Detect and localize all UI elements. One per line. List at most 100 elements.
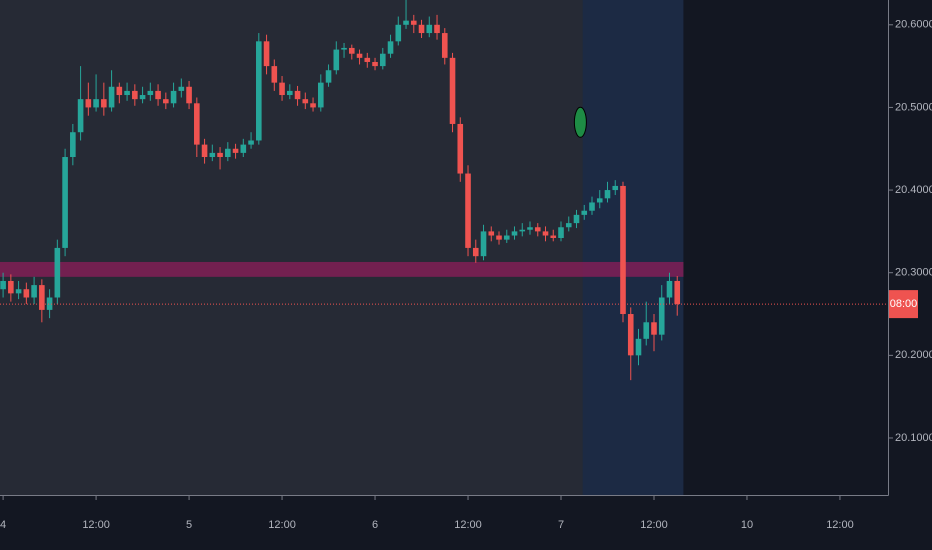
candle-body xyxy=(596,198,603,203)
candle-body xyxy=(674,280,681,305)
candle-body xyxy=(589,202,595,211)
candle-body xyxy=(356,53,363,58)
candle-body xyxy=(217,152,223,158)
candle-body xyxy=(194,103,200,145)
y-tick-label: 20.60000 xyxy=(895,19,932,31)
candle-body xyxy=(403,20,409,25)
candle-body xyxy=(225,148,231,158)
candle-body xyxy=(666,280,673,298)
candle-body xyxy=(201,144,208,158)
candle-body xyxy=(387,41,394,54)
candle-body xyxy=(279,82,285,96)
y-tick-label: 20.30000 xyxy=(895,267,932,279)
candle-body xyxy=(310,103,316,108)
candle-body xyxy=(441,33,448,58)
candle-body xyxy=(379,53,386,67)
candle-body xyxy=(15,289,22,294)
candle-body xyxy=(8,280,14,294)
candle-body xyxy=(565,223,572,228)
candle-body xyxy=(163,99,169,104)
session-highlight xyxy=(582,0,684,495)
candle-body xyxy=(511,231,518,236)
candle-body xyxy=(496,235,502,240)
candle-body xyxy=(108,86,115,108)
x-tick-label: 5 xyxy=(186,519,192,531)
candle-body xyxy=(132,90,138,100)
candle-body xyxy=(449,57,456,124)
x-tick-label: 12:00 xyxy=(640,519,668,531)
candle-body xyxy=(472,247,479,257)
candle-body xyxy=(240,144,247,153)
candle-body xyxy=(77,99,84,133)
candle-body xyxy=(410,20,417,25)
candle-body xyxy=(581,210,588,215)
x-tick-label: 10 xyxy=(741,519,753,531)
candle-body xyxy=(418,24,425,34)
candle-body xyxy=(302,99,309,104)
candle-body xyxy=(426,24,433,34)
candle-body xyxy=(620,185,626,315)
x-tick-label: 7 xyxy=(558,519,564,531)
candle-body xyxy=(488,231,495,236)
candle-body xyxy=(651,322,657,335)
price-zone xyxy=(0,261,684,277)
candle-body xyxy=(93,99,99,108)
candle-body xyxy=(23,289,30,298)
candle-body xyxy=(39,285,45,310)
candle-body xyxy=(333,49,340,71)
candle-body xyxy=(643,322,650,339)
y-tick-label: 20.20000 xyxy=(895,349,932,361)
candle-body xyxy=(116,86,123,96)
candle-body xyxy=(434,24,440,34)
candle-body xyxy=(465,173,471,248)
candle-body xyxy=(62,157,68,248)
candle-body xyxy=(178,86,185,91)
y-tick-label: 20.50000 xyxy=(895,101,932,113)
candle-body xyxy=(612,185,619,191)
candle-body xyxy=(256,41,262,141)
candle-body xyxy=(658,297,665,335)
current-price-label: 08:00 xyxy=(890,298,918,310)
candle-body xyxy=(372,61,378,67)
x-tick-label: 12:00 xyxy=(826,519,854,531)
candle-body xyxy=(0,280,6,290)
candle-body xyxy=(627,314,634,356)
x-tick-label: 4 xyxy=(0,519,6,531)
plot-area xyxy=(0,0,680,495)
x-tick-label: 12:00 xyxy=(268,519,296,531)
candle-body xyxy=(263,41,270,67)
candle-body xyxy=(139,95,146,100)
candle-body xyxy=(248,140,254,145)
candle-body xyxy=(534,227,541,232)
candle-body xyxy=(85,99,92,108)
candle-body xyxy=(348,47,355,54)
candle-body xyxy=(542,231,549,236)
signal-marker xyxy=(573,106,587,138)
candle-body xyxy=(294,90,301,100)
x-tick-label: 12:00 xyxy=(82,519,110,531)
candle-body xyxy=(155,90,161,100)
x-tick-label: 12:00 xyxy=(454,519,482,531)
x-tick-label: 6 xyxy=(372,519,378,531)
candle-body xyxy=(480,231,487,257)
candle-body xyxy=(170,90,177,104)
candle-body xyxy=(101,99,107,108)
candle-body xyxy=(271,66,278,83)
candle-body xyxy=(46,297,53,310)
candle-body xyxy=(325,70,332,83)
candle-body xyxy=(635,338,642,356)
candle-body xyxy=(604,190,611,199)
candle-body xyxy=(395,24,402,42)
y-tick-label: 20.10000 xyxy=(895,432,932,444)
candle-body xyxy=(364,57,371,62)
candle-body xyxy=(519,229,526,232)
current-price-box xyxy=(889,290,918,319)
candle-body xyxy=(503,235,510,240)
candle-body xyxy=(457,123,464,174)
candle-body xyxy=(70,132,76,158)
candle-body xyxy=(147,90,154,96)
y-tick-label: 20.40000 xyxy=(895,184,932,196)
candle-body xyxy=(31,285,37,298)
candle-body xyxy=(124,90,130,96)
